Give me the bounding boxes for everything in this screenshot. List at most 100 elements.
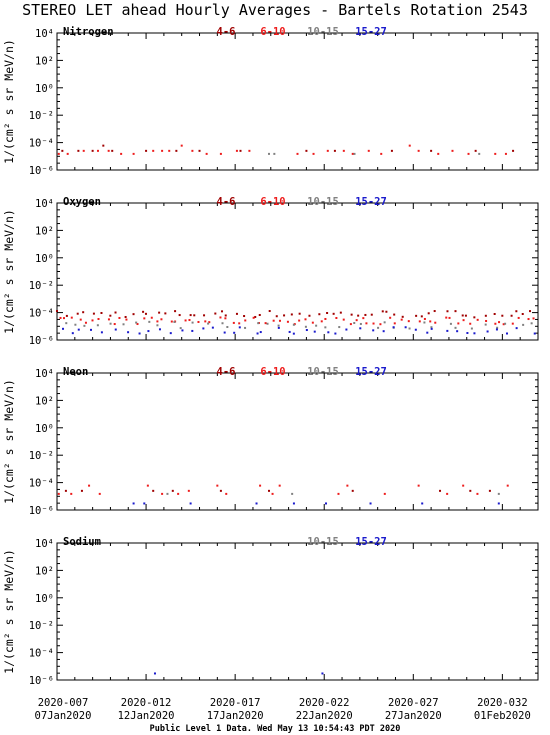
data-point	[264, 322, 267, 325]
data-point	[476, 318, 479, 321]
y-tick-label: 10²	[35, 395, 54, 407]
data-point	[277, 326, 280, 329]
data-point	[512, 149, 515, 152]
data-point	[359, 327, 362, 330]
data-point	[193, 314, 196, 317]
data-point	[107, 149, 110, 152]
data-point	[390, 149, 393, 152]
data-point	[351, 152, 354, 155]
data-point	[478, 152, 481, 155]
y-tick-label: 10²	[35, 565, 54, 577]
data-point	[437, 152, 440, 155]
data-point	[456, 330, 459, 333]
data-point	[383, 492, 386, 495]
data-point	[174, 310, 177, 313]
energy-legend-e6_10: 6-10	[260, 26, 285, 38]
data-point	[446, 492, 449, 495]
data-point	[370, 313, 373, 316]
data-point	[171, 489, 174, 492]
data-point	[109, 314, 112, 317]
energy-legend-e10_15: 10-15	[307, 196, 339, 208]
data-point	[429, 320, 432, 323]
data-point	[127, 331, 130, 334]
data-point	[484, 323, 487, 326]
data-point	[259, 331, 262, 334]
element-name: Nitrogen	[63, 26, 114, 38]
data-point	[57, 152, 60, 155]
data-point	[527, 318, 530, 321]
data-point	[469, 322, 472, 325]
data-point	[184, 319, 187, 322]
data-point	[497, 502, 500, 505]
data-point	[181, 329, 184, 332]
data-point	[521, 313, 524, 316]
x-tick-label-doy: 2020-027	[388, 697, 439, 709]
data-point	[342, 318, 345, 321]
data-point	[365, 322, 368, 325]
x-tick-label-date: 12Jan2020	[118, 710, 175, 722]
data-point	[259, 484, 262, 487]
data-point	[510, 314, 513, 317]
data-point	[474, 149, 477, 152]
data-point	[369, 502, 372, 505]
x-tick-label-doy: 2020-017	[210, 697, 261, 709]
data-point	[187, 489, 190, 492]
data-point	[393, 322, 396, 325]
data-point	[65, 322, 68, 325]
energy-legend-e10_15: 10-15	[307, 366, 339, 378]
x-tick-label-date: 07Jan2020	[35, 710, 92, 722]
data-point	[393, 313, 396, 316]
data-point	[296, 152, 299, 155]
data-point	[219, 152, 222, 155]
data-point	[321, 672, 324, 675]
data-point	[532, 317, 535, 320]
data-point	[164, 312, 167, 315]
data-point	[484, 314, 487, 317]
data-point	[469, 489, 472, 492]
data-point	[305, 149, 308, 152]
data-point	[451, 149, 454, 152]
data-point	[158, 311, 161, 314]
data-point	[446, 310, 449, 313]
data-point	[355, 319, 358, 322]
data-point	[324, 317, 327, 320]
energy-legend-e6_10: 6-10	[260, 196, 285, 208]
data-point	[268, 310, 271, 313]
data-point	[381, 310, 384, 313]
data-point	[493, 313, 496, 316]
data-point	[494, 322, 497, 325]
data-point	[204, 320, 207, 323]
data-point	[83, 324, 86, 327]
data-point	[188, 319, 191, 322]
data-point	[203, 314, 206, 317]
data-point	[150, 316, 153, 319]
y-tick-label: 10⁻⁴	[29, 138, 54, 150]
data-point	[153, 672, 156, 675]
data-point	[173, 320, 176, 323]
data-point	[114, 311, 117, 314]
data-point	[177, 492, 180, 495]
data-point	[132, 152, 135, 155]
y-tick-label: 10⁴	[35, 538, 54, 550]
data-point	[221, 310, 224, 313]
data-point	[226, 326, 229, 329]
data-point	[107, 318, 110, 321]
data-point	[382, 330, 385, 333]
data-point	[273, 152, 276, 155]
data-point	[497, 492, 500, 495]
data-point	[161, 149, 164, 152]
plot-frame	[56, 542, 539, 681]
data-point	[235, 149, 238, 152]
data-point	[124, 315, 127, 318]
data-point	[292, 502, 295, 505]
data-point	[207, 322, 210, 325]
data-point	[364, 313, 367, 316]
data-point	[271, 492, 274, 495]
data-point	[353, 322, 356, 325]
data-point	[232, 321, 235, 324]
data-point	[170, 320, 173, 323]
data-point	[417, 149, 420, 152]
data-point	[233, 331, 236, 334]
data-point	[430, 327, 433, 330]
data-point	[243, 315, 246, 318]
